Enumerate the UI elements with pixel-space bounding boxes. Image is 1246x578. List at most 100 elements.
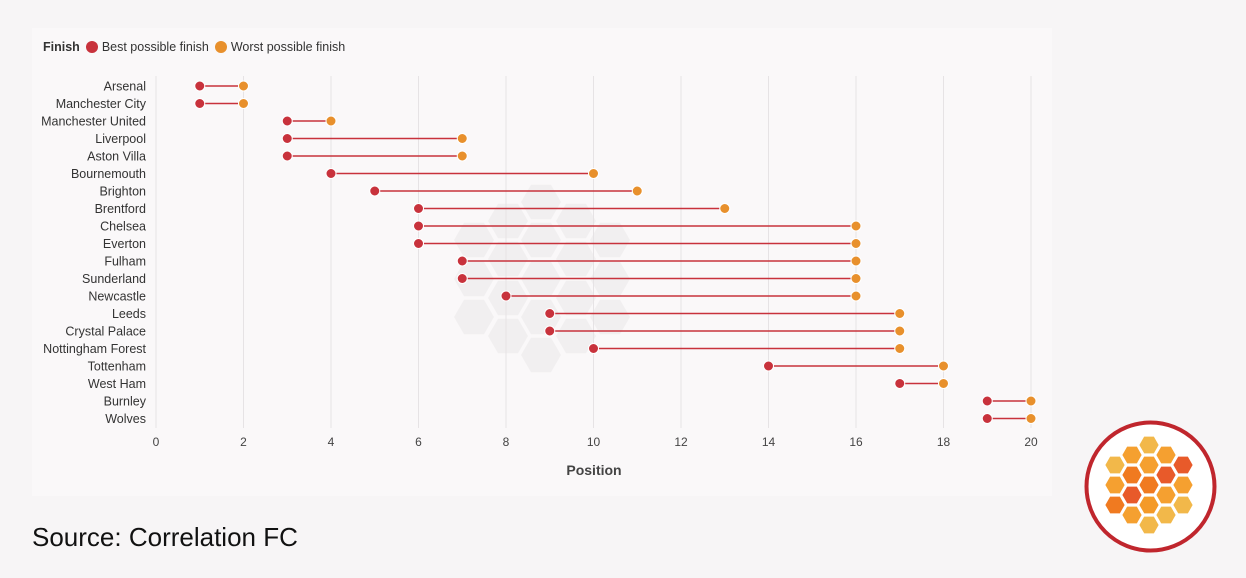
best-finish-point	[413, 238, 424, 249]
legend-swatch-worst	[214, 41, 227, 53]
legend-swatch-best	[85, 41, 98, 53]
team-label: Arsenal	[104, 80, 146, 94]
logo-hexagon	[1137, 495, 1161, 515]
worst-finish-point	[850, 273, 862, 284]
logo-hexagon	[1103, 455, 1127, 475]
team-row: Liverpool	[95, 132, 468, 146]
watermark-hexagon	[556, 280, 596, 316]
best-finish-point	[456, 255, 468, 267]
best-finish-point	[281, 150, 293, 162]
x-tick-label: 20	[1024, 435, 1038, 449]
watermark-hexagon	[521, 184, 561, 220]
logo-hexagon	[1120, 445, 1144, 465]
team-label: Tottenham	[88, 360, 146, 374]
best-finish-point	[544, 308, 556, 319]
logo-hexagon	[1154, 485, 1178, 505]
team-label: Aston Villa	[87, 150, 146, 164]
best-finish-point	[456, 273, 468, 284]
best-finish-point	[544, 325, 556, 337]
worst-finish-point	[719, 203, 731, 214]
best-finish-point	[763, 360, 774, 372]
watermark-hexagon	[556, 203, 596, 239]
grid-lines	[155, 76, 1032, 428]
team-row: Tottenham	[88, 360, 949, 374]
team-row: Bournemouth	[71, 167, 599, 181]
worst-finish-point	[894, 343, 906, 354]
logo-hexagon	[1171, 475, 1195, 495]
logo-hexagon	[1137, 515, 1161, 535]
team-label: West Ham	[88, 377, 146, 391]
worst-finish-point	[938, 378, 949, 389]
team-row: Crystal Palace	[65, 325, 906, 339]
x-tick-label: 12	[674, 435, 688, 449]
worst-finish-point	[850, 220, 862, 232]
x-axis: 0 2 4 6 8 10 12 14 16 18 20	[153, 435, 1038, 449]
watermark-hexagon	[488, 318, 528, 354]
worst-finish-point	[1025, 413, 1037, 424]
worst-finish-point	[325, 115, 337, 127]
team-label: Sunderland	[82, 272, 146, 286]
team-label: Liverpool	[95, 132, 146, 146]
legend-title: Finish	[43, 40, 80, 54]
x-axis-label: Position	[566, 462, 621, 478]
team-row: Wolves	[105, 412, 1037, 426]
best-finish-point	[500, 290, 512, 302]
x-tick-label: 0	[153, 435, 160, 449]
best-finish-point	[194, 98, 206, 109]
worst-finish-point	[456, 133, 468, 144]
logo-hexagon	[1120, 505, 1144, 525]
team-label: Newcastle	[88, 290, 146, 304]
logo-hexagon	[1154, 505, 1178, 525]
team-label: Crystal Palace	[65, 325, 146, 339]
logo-hexagon	[1154, 445, 1178, 465]
watermark-hexagon	[521, 299, 561, 335]
best-finish-point	[281, 115, 293, 127]
team-label: Leeds	[112, 307, 146, 321]
team-row: Nottingham Forest	[43, 342, 906, 356]
team-label: Fulham	[104, 255, 146, 269]
worst-finish-point	[938, 360, 949, 372]
legend-label-best: Best possible finish	[101, 40, 209, 54]
team-row: Brighton	[99, 185, 643, 199]
worst-finish-point	[238, 80, 249, 92]
team-row: Arsenal	[104, 80, 249, 94]
team-label: Manchester United	[41, 115, 146, 129]
team-label: Nottingham Forest	[43, 342, 146, 356]
worst-finish-point	[850, 290, 862, 302]
legend-entry-best: Best possible finish	[85, 40, 209, 54]
best-finish-point	[413, 220, 424, 232]
worst-finish-point	[631, 185, 643, 197]
logo-hexagon	[1137, 475, 1161, 495]
logo-hexagon	[1103, 495, 1127, 515]
logo-hexagon	[1171, 455, 1195, 475]
legend-label-worst: Worst possible finish	[230, 40, 346, 54]
worst-finish-point	[850, 238, 862, 249]
logo-hexagon	[1103, 475, 1127, 495]
best-finish-point	[281, 133, 293, 144]
team-row: Brentford	[95, 202, 731, 216]
logo-hexagon	[1137, 435, 1161, 455]
worst-finish-point	[850, 255, 862, 267]
watermark-hexagon	[556, 318, 596, 354]
team-label: Everton	[103, 237, 146, 251]
best-finish-point	[981, 395, 993, 407]
team-label: Chelsea	[100, 220, 146, 234]
worst-finish-point	[456, 150, 468, 162]
team-label: Bournemouth	[71, 167, 146, 181]
x-tick-label: 16	[849, 435, 863, 449]
watermark-hexagon	[521, 222, 561, 258]
team-label: Manchester City	[56, 97, 147, 111]
correlation-fc-logo	[1084, 420, 1217, 553]
logo-hexagon	[1120, 485, 1144, 505]
best-finish-point	[981, 413, 993, 424]
legend: Finish Best possible finish Worst possib…	[43, 38, 351, 56]
team-row: Burnley	[104, 395, 1037, 409]
team-label: Burnley	[104, 395, 147, 409]
team-label: Wolves	[105, 412, 146, 426]
team-row: Everton	[103, 237, 862, 251]
team-row: Chelsea	[100, 220, 862, 234]
logo-hexagon	[1137, 455, 1161, 475]
x-tick-label: 2	[240, 435, 247, 449]
watermark-hexagon	[488, 241, 528, 277]
hexagon-watermark	[454, 184, 630, 373]
